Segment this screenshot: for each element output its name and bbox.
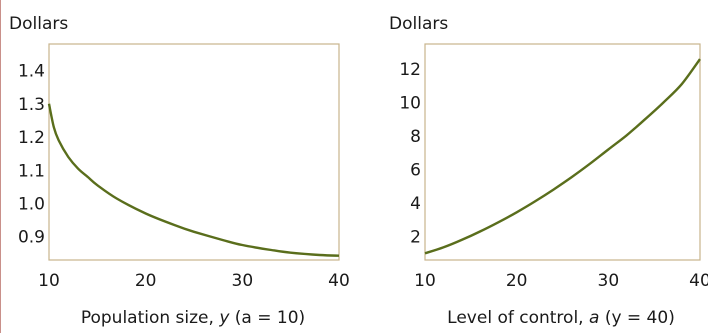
chart-panel-population: Dollars 0.9 1.0 1.1 1.2 1.3 1.4 10 20 30 40 Popu… xyxy=(9,14,350,328)
series-line xyxy=(47,103,340,257)
y-tick-label: 1.0 xyxy=(18,195,45,215)
x-axis-label: Population size, y (a = 10) xyxy=(81,308,305,328)
plot-frame xyxy=(48,43,340,261)
x-axis-label: Level of control, a (y = 40) xyxy=(447,308,675,328)
y-tick-label: 2 xyxy=(410,228,421,248)
x-tick-labels: 10 20 30 40 xyxy=(414,271,708,291)
x-tick-label: 40 xyxy=(689,271,708,291)
y-tick-label: 1.2 xyxy=(18,128,45,148)
x-tick-label: 20 xyxy=(506,271,528,291)
x-tick-label: 40 xyxy=(328,271,350,291)
y-tick-label: 4 xyxy=(410,194,421,214)
y-tick-label: 10 xyxy=(399,94,421,114)
x-tick-labels: 10 20 30 40 xyxy=(38,271,350,291)
y-tick-labels: 0.9 1.0 1.1 1.2 1.3 1.4 xyxy=(18,62,45,248)
x-tick-label: 30 xyxy=(232,271,254,291)
y-tick-label: 6 xyxy=(410,161,421,181)
x-tick-label: 30 xyxy=(598,271,620,291)
y-tick-labels: 2 4 6 8 10 12 xyxy=(399,60,421,247)
y-tick-label: 12 xyxy=(399,60,421,80)
x-tick-label: 10 xyxy=(414,271,436,291)
y-tick-label: 1.1 xyxy=(18,161,45,181)
x-tick-label: 10 xyxy=(38,271,60,291)
y-tick-label: 1.3 xyxy=(18,95,45,115)
y-axis-label: Dollars xyxy=(9,14,68,34)
y-tick-label: 0.9 xyxy=(18,228,45,248)
y-axis-label: Dollars xyxy=(389,14,448,34)
series-line xyxy=(424,58,701,255)
y-tick-label: 8 xyxy=(410,127,421,147)
plot-frame xyxy=(424,43,701,261)
chart-panel-control: Dollars 2 4 6 8 10 12 10 20 30 40 Level of contr… xyxy=(389,14,708,328)
x-tick-label: 20 xyxy=(135,271,157,291)
y-tick-label: 1.4 xyxy=(18,62,45,82)
